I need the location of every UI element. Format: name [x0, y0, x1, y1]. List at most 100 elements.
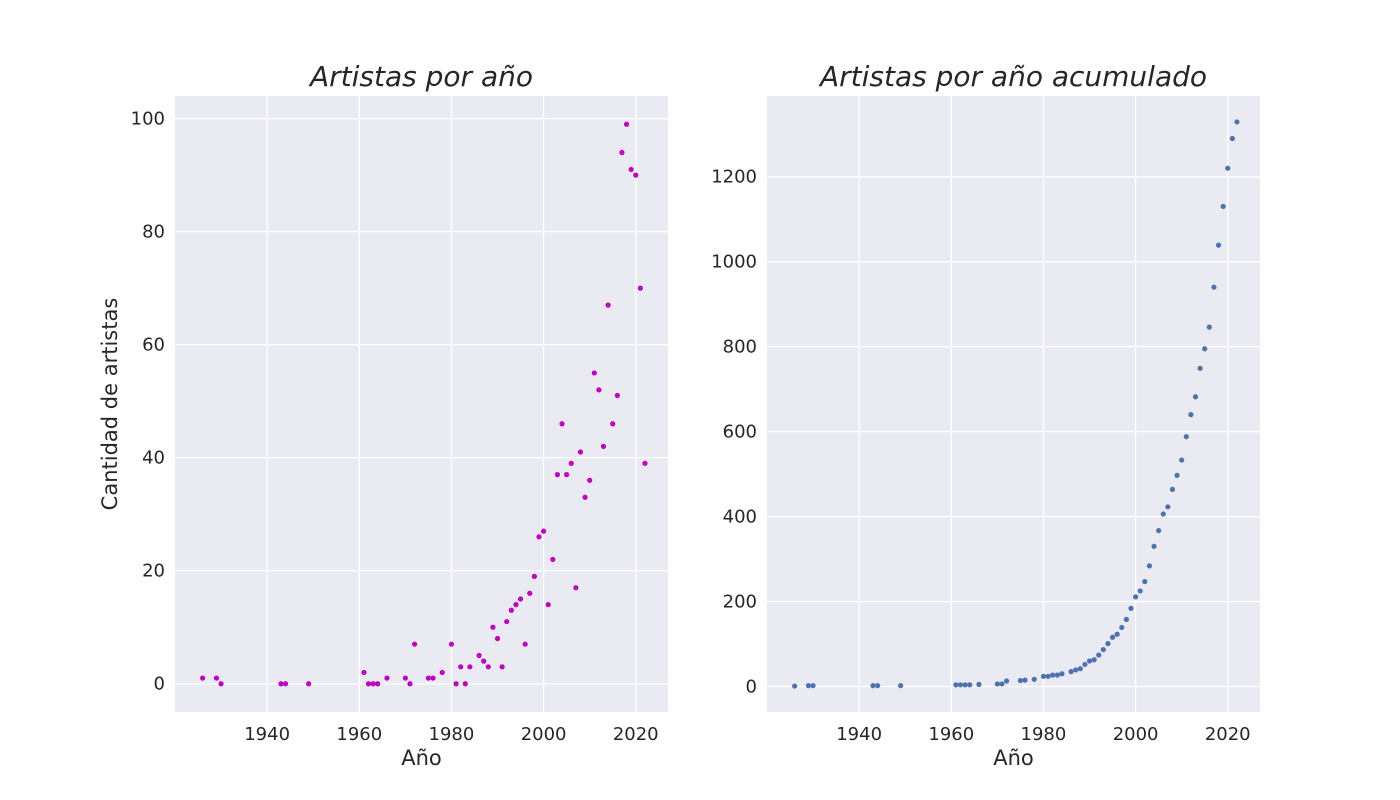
data-point: [499, 664, 505, 670]
data-point: [962, 682, 968, 688]
data-point: [1017, 677, 1024, 684]
data-point: [1137, 588, 1143, 594]
data-point: [1077, 666, 1083, 672]
data-point: [1096, 652, 1102, 658]
data-point: [1050, 672, 1056, 678]
data-point: [957, 682, 964, 688]
data-point: [476, 652, 482, 659]
data-point: [411, 641, 418, 647]
x-tick-label: 2000: [1113, 724, 1159, 745]
x-axis-label: Año: [401, 746, 442, 770]
data-point: [531, 573, 537, 579]
data-point: [642, 460, 648, 466]
data-point: [967, 682, 973, 688]
x-tick-label: 1980: [1021, 724, 1067, 745]
data-point: [1192, 394, 1199, 400]
x-tick-label: 2020: [1205, 724, 1251, 745]
data-point: [623, 121, 630, 127]
x-tick-label: 2020: [613, 724, 659, 745]
data-point: [1229, 135, 1235, 142]
data-point: [453, 681, 459, 687]
data-point: [637, 285, 643, 291]
data-point: [614, 392, 620, 399]
x-tick-label: 1980: [429, 724, 475, 745]
data-point: [375, 681, 381, 687]
data-point: [628, 166, 634, 173]
y-tick-label: 600: [723, 422, 757, 443]
data-point: [573, 585, 579, 591]
y-tick-label: 20: [142, 561, 165, 582]
data-point: [522, 641, 528, 647]
data-point: [1151, 543, 1157, 549]
data-point: [485, 664, 491, 670]
data-point: [1128, 605, 1134, 611]
x-tick-label: 1940: [836, 724, 882, 745]
data-point: [633, 172, 639, 178]
data-point: [536, 534, 542, 540]
data-point: [870, 683, 876, 689]
data-point: [898, 683, 904, 689]
data-point: [1031, 676, 1037, 682]
data-point: [513, 602, 519, 608]
data-point: [1165, 504, 1171, 510]
data-point: [1188, 412, 1194, 418]
y-tick-label: 100: [131, 109, 165, 130]
data-point: [1215, 242, 1222, 248]
data-point: [490, 624, 496, 630]
data-point: [425, 675, 432, 681]
data-point: [384, 675, 390, 681]
data-point: [527, 590, 533, 596]
data-point: [1234, 119, 1240, 125]
data-point: [587, 477, 593, 483]
data-point: [1202, 346, 1208, 352]
chart-panel-2: 1940 1960 1980 2000 2020 0 200 400 600 800 1000 120…: [711, 60, 1260, 770]
data-point: [619, 149, 625, 156]
data-point: [370, 681, 376, 687]
data-point: [792, 683, 798, 689]
data-point: [200, 675, 206, 681]
data-point: [545, 602, 551, 608]
data-point: [1045, 673, 1051, 679]
data-point: [1003, 678, 1010, 684]
data-point: [559, 421, 565, 427]
data-point: [1132, 594, 1139, 600]
x-tick-label: 1960: [928, 724, 974, 745]
y-tick-label: 200: [723, 592, 757, 613]
data-point: [582, 494, 588, 500]
data-point: [564, 472, 570, 478]
data-point: [610, 421, 616, 427]
data-point: [1114, 631, 1120, 637]
data-point: [402, 675, 408, 681]
data-point: [467, 664, 473, 670]
data-point: [1109, 634, 1116, 640]
data-point: [540, 528, 547, 534]
data-point: [462, 681, 468, 687]
data-point: [365, 681, 372, 687]
data-point: [1206, 324, 1212, 330]
data-point: [494, 635, 501, 642]
data-point: [407, 681, 413, 687]
y-tick-label: 40: [142, 448, 165, 469]
data-point: [605, 302, 611, 308]
y-tick-label: 0: [746, 677, 757, 698]
x-tick-label: 1940: [244, 724, 290, 745]
data-point: [600, 443, 607, 449]
data-point: [213, 675, 220, 681]
data-point: [1174, 472, 1180, 478]
data-point: [1179, 457, 1185, 463]
y-tick-label: 0: [154, 674, 165, 695]
data-point: [550, 556, 556, 563]
data-point: [282, 681, 289, 687]
data-point: [994, 681, 1000, 687]
y-axis-label: Cantidad de artistas: [98, 298, 122, 511]
data-point: [306, 681, 312, 687]
chart-title: Artistas por año acumulado: [818, 60, 1207, 93]
data-point: [439, 669, 445, 676]
chart-title: Artistas por año: [308, 60, 533, 93]
data-point: [430, 675, 436, 681]
data-point: [1225, 165, 1231, 171]
x-tick-label: 2000: [521, 724, 567, 745]
data-point: [554, 472, 561, 478]
data-point: [1091, 657, 1097, 663]
